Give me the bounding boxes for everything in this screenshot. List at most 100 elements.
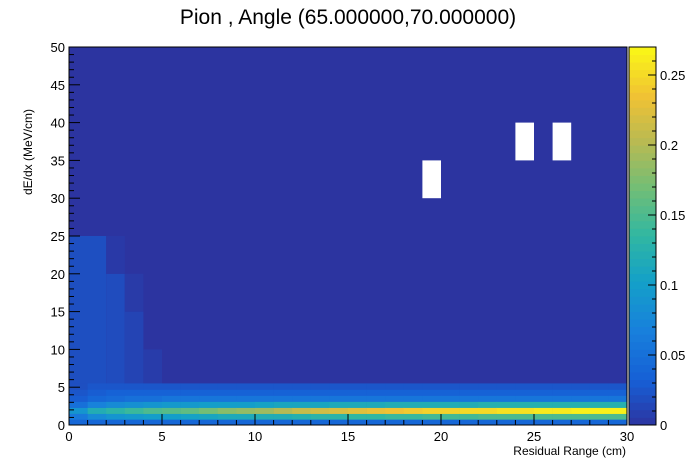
- heatmap-cell: [552, 413, 572, 420]
- color-bar-segment: [629, 122, 656, 131]
- color-bar-segment: [629, 304, 656, 312]
- heatmap-cell: [124, 395, 144, 402]
- heatmap-cell: [124, 383, 144, 390]
- color-bar-segment: [629, 243, 656, 252]
- color-bar-segment: [629, 251, 656, 260]
- heatmap-cell: [329, 413, 349, 420]
- color-bar-segment: [629, 198, 656, 207]
- color-bar-segment: [629, 266, 656, 275]
- heatmap-cell: [534, 407, 553, 414]
- color-bar-segment: [629, 319, 656, 328]
- x-tick-label: 15: [341, 429, 355, 444]
- heatmap-cell: [217, 395, 237, 402]
- heatmap-cell: [255, 419, 274, 426]
- heatmap-cell: [422, 395, 442, 402]
- heatmap-cell: [292, 413, 312, 420]
- heatmap-cell: [124, 419, 144, 426]
- heatmap-cell: [255, 407, 274, 414]
- heatmap-cell: [589, 407, 609, 414]
- heatmap-cell: [478, 413, 498, 420]
- color-bar-frame: [628, 46, 657, 426]
- heatmap-cell: [124, 311, 144, 388]
- heatmap-cell: [366, 395, 386, 402]
- color-bar-segment: [629, 236, 656, 244]
- heatmap-cell: [217, 389, 237, 396]
- heatmap-cell: [441, 407, 460, 414]
- heatmap-cell: [87, 395, 107, 402]
- heatmap-cell: [69, 413, 88, 420]
- x-axis-label: Residual Range (cm): [513, 444, 626, 458]
- heatmap-cell: [143, 419, 163, 426]
- y-tick-label: 35: [51, 153, 65, 168]
- heatmap-cell: [273, 383, 293, 390]
- heatmap-cell: [441, 413, 460, 420]
- heatmap-cell: [236, 407, 256, 414]
- heatmap-cell: [292, 395, 312, 402]
- heatmap-cell: [162, 389, 181, 396]
- heatmap-cell: [403, 419, 423, 426]
- y-tick-label: 15: [51, 305, 65, 320]
- heatmap-cell: [422, 401, 442, 408]
- heatmap-cell: [422, 383, 442, 390]
- color-bar-segment: [629, 205, 656, 214]
- heatmap-cell: [292, 419, 312, 426]
- heatmap-cell: [180, 413, 200, 420]
- heatmap-cell: [217, 419, 237, 426]
- y-tick-label: 5: [58, 380, 65, 395]
- color-bar-segment: [629, 409, 656, 418]
- heatmap-cell: [329, 383, 349, 390]
- heatmap-cell: [608, 407, 628, 414]
- color-bar-segment: [629, 213, 656, 222]
- color-bar-segment: [629, 364, 656, 373]
- heatmap-cell: [589, 413, 609, 420]
- heatmap-cell: [459, 389, 479, 396]
- heatmap-cell: [571, 419, 591, 426]
- heatmap-cell: [124, 389, 144, 396]
- heatmap-cell: [255, 395, 274, 402]
- heatmap-cell: [348, 383, 367, 390]
- heatmap-cell: [124, 401, 144, 408]
- heatmap-cell: [496, 407, 516, 414]
- color-bar-segment: [629, 92, 656, 101]
- heatmap-cell: [87, 419, 107, 426]
- color-bar-segment: [629, 356, 656, 365]
- heatmap-cell: [478, 401, 498, 408]
- heatmap-cell: [106, 413, 126, 420]
- color-bar-segment: [629, 341, 656, 350]
- color-bar-segment: [629, 334, 656, 343]
- x-tick-label: 20: [434, 429, 448, 444]
- z-tick-label: 0.25: [660, 68, 685, 83]
- heatmap-cell: [162, 395, 181, 402]
- heatmap-cell: [552, 395, 572, 402]
- color-bar-segment: [629, 84, 656, 93]
- heatmap-cell: [403, 407, 423, 414]
- heatmap-cell: [571, 395, 591, 402]
- heatmap-cell: [106, 419, 126, 426]
- heatmap-cell: [496, 401, 516, 408]
- x-tick-label: 5: [158, 429, 165, 444]
- color-bar-segment: [629, 77, 656, 86]
- heatmap-cell: [329, 395, 349, 402]
- heatmap-cell: [589, 383, 609, 390]
- color-bar-segment: [629, 417, 656, 426]
- heatmap-cell: [69, 389, 88, 396]
- heatmap-cell: [534, 401, 553, 408]
- heatmap-cell: [217, 383, 237, 390]
- heatmap-cell: [87, 401, 107, 408]
- heatmap-cell: [143, 395, 163, 402]
- heatmap-cell: [348, 407, 367, 414]
- heatmap-cell: [310, 419, 330, 426]
- heatmap-cell: [422, 413, 442, 420]
- heatmap-cell: [143, 407, 163, 414]
- heatmap-cell: [348, 395, 367, 402]
- heatmap-cell: [255, 383, 274, 390]
- heatmap-cell: [217, 413, 237, 420]
- heatmap-cell: [459, 383, 479, 390]
- heatmap-cell: [124, 413, 144, 420]
- heatmap-cell: [236, 389, 256, 396]
- heatmap-cell: [552, 407, 572, 414]
- chart-title: Pion , Angle (65.000000,70.000000): [180, 6, 516, 29]
- x-tick-label: 30: [620, 429, 634, 444]
- heatmap-cell: [143, 389, 163, 396]
- heatmap-cell: [292, 383, 312, 390]
